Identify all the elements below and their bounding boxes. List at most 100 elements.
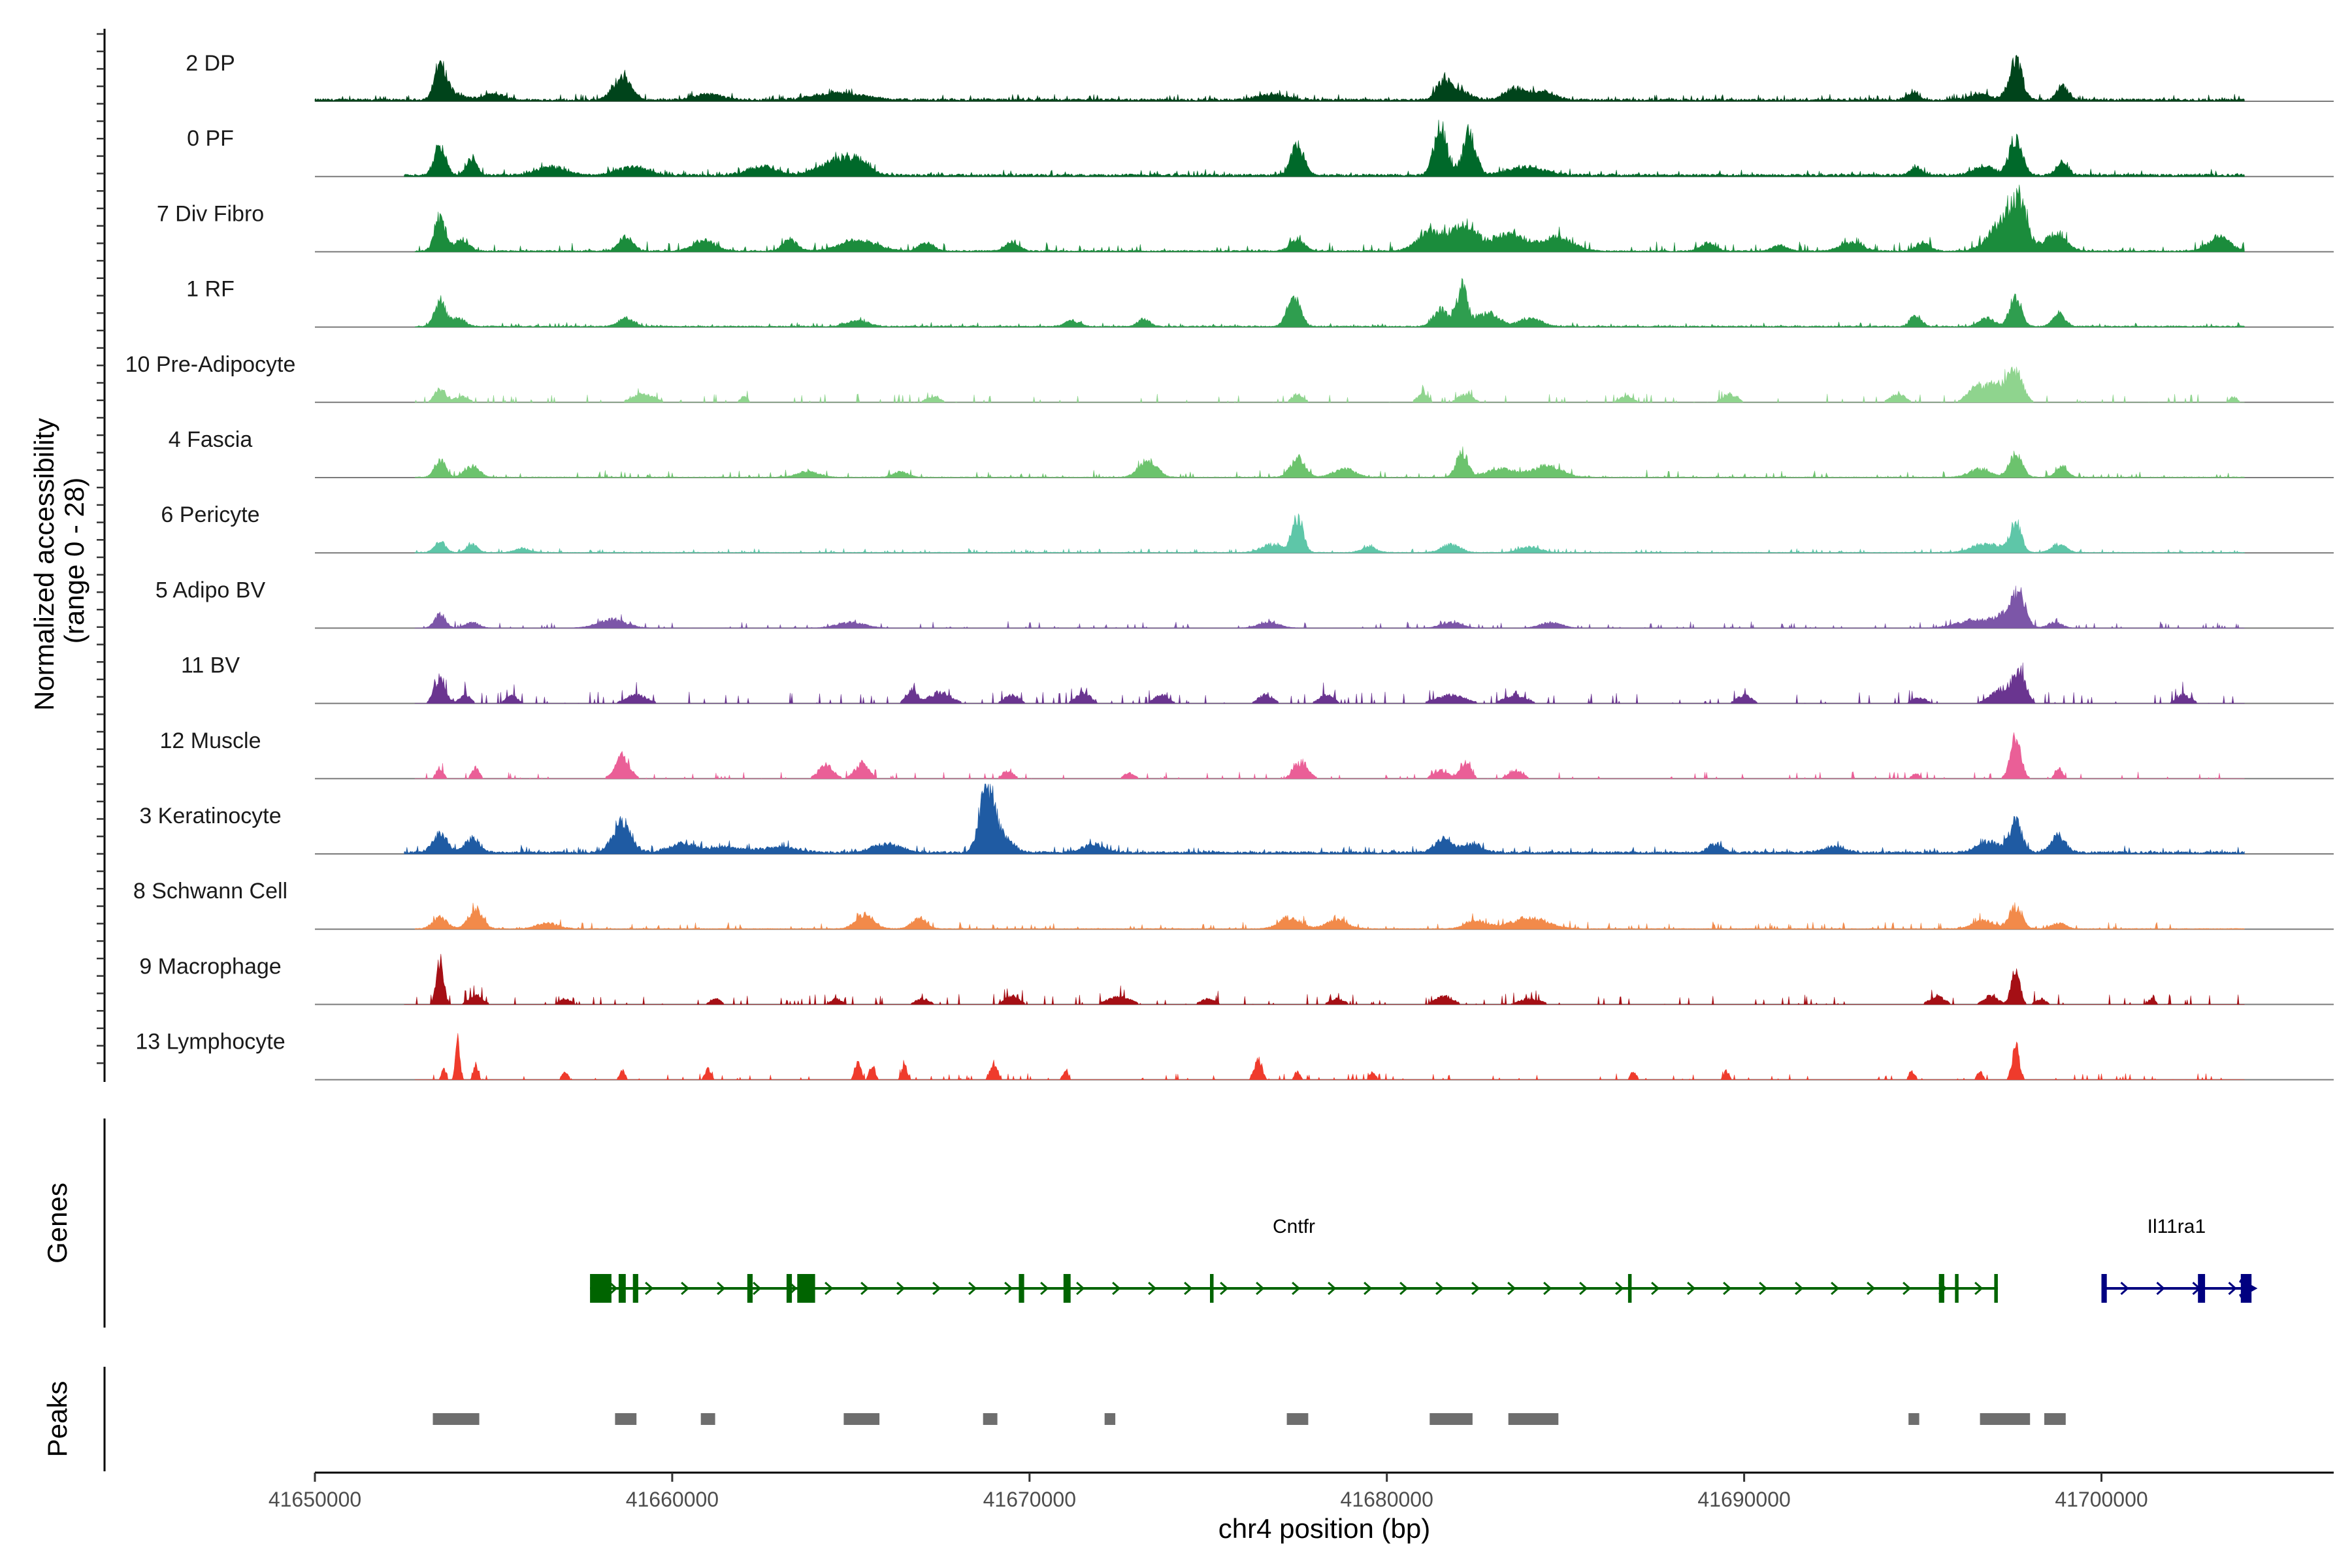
- track: 6 Pericyte: [161, 502, 2334, 554]
- strand-chevron: [1795, 1281, 1804, 1296]
- exon: [786, 1274, 792, 1303]
- gene-label: Cntfr: [1273, 1216, 1315, 1237]
- exon: [618, 1274, 626, 1303]
- coverage-area: [404, 120, 2245, 177]
- coverage-area: [414, 902, 2245, 930]
- coverage-area: [414, 513, 2245, 553]
- track: 13 Lymphocyte: [135, 1030, 2334, 1081]
- strand-chevron: [1256, 1281, 1265, 1296]
- gene-annotations: Cntfr Il11ra1: [590, 1216, 2258, 1303]
- gene-end-arrow: [2239, 1279, 2258, 1298]
- strand-chevron: [717, 1281, 726, 1296]
- strand-chevron: [896, 1281, 906, 1296]
- coverage-y-title: Normalized accessibility (range 0 - 28): [29, 410, 90, 711]
- exon: [1019, 1274, 1024, 1303]
- track: 0 PF: [187, 120, 2334, 178]
- peak-region: [1286, 1413, 1309, 1425]
- x-tick-label: 41690000: [1697, 1488, 1790, 1511]
- exon: [2101, 1274, 2107, 1303]
- strand-chevron: [1112, 1281, 1121, 1296]
- strand-chevron: [1903, 1281, 1912, 1296]
- strand-chevron: [681, 1281, 690, 1296]
- peak-region: [700, 1413, 715, 1425]
- coverage-y-title-line2: (range 0 - 28): [59, 478, 90, 644]
- strand-chevron: [1759, 1281, 1768, 1296]
- x-tick-label: 41650000: [269, 1488, 361, 1511]
- strand-chevron: [1867, 1281, 1876, 1296]
- coverage-area: [314, 55, 2245, 102]
- track-label: 1 RF: [186, 277, 235, 302]
- coverage-area: [404, 954, 2245, 1005]
- track-label: 12 Muscle: [160, 728, 261, 753]
- strand-chevron: [1364, 1281, 1373, 1296]
- strand-chevron: [1615, 1281, 1624, 1296]
- peak-region: [1508, 1413, 1559, 1425]
- peak-region: [433, 1413, 480, 1425]
- track: 3 Keratinocyte: [139, 783, 2334, 855]
- gene: Il11ra1: [2101, 1216, 2258, 1303]
- strand-chevron: [1328, 1281, 1337, 1296]
- track-label: 10 Pre-Adipocyte: [125, 352, 296, 377]
- genes-panel-label: Genes: [42, 1183, 73, 1264]
- x-axis-title: chr4 position (bp): [1218, 1513, 1431, 1544]
- strand-chevron: [1723, 1281, 1732, 1296]
- track: 1 RF: [186, 277, 2334, 328]
- strand-chevron: [1471, 1281, 1480, 1296]
- strand-chevron: [1651, 1281, 1660, 1296]
- peak-region: [843, 1413, 880, 1425]
- coverage-tracks: 2 DP 0 PF 7 Div Fibro 1 RF 10 Pre-Adipocyte 4…: [125, 51, 2334, 1081]
- x-tick-label: 41680000: [1341, 1488, 1433, 1511]
- track-label: 5 Adipo BV: [155, 578, 266, 602]
- exon: [2198, 1274, 2206, 1303]
- coverage-y-title-line1: Normalized accessibility: [29, 418, 59, 711]
- strand-chevron: [609, 1281, 618, 1296]
- strand-chevron: [932, 1281, 941, 1296]
- exon: [1627, 1274, 1632, 1303]
- exon: [1063, 1274, 1071, 1303]
- coverage-area: [414, 1033, 2245, 1080]
- strand-chevron: [2228, 1281, 2237, 1296]
- strand-chevron: [1974, 1281, 1984, 1296]
- strand-chevron: [1687, 1281, 1696, 1296]
- peak-region: [1104, 1413, 1116, 1425]
- exon: [2240, 1274, 2252, 1303]
- gene: Cntfr: [590, 1216, 1998, 1303]
- track: 5 Adipo BV: [155, 578, 2334, 629]
- track: 7 Div Fibro: [157, 184, 2334, 253]
- coverage-area: [414, 367, 2245, 403]
- x-tick-label: 41670000: [983, 1488, 1076, 1511]
- strand-chevron: [753, 1281, 762, 1296]
- track: 9 Macrophage: [139, 954, 2334, 1005]
- track-label: 7 Div Fibro: [157, 201, 264, 226]
- track-label: 0 PF: [187, 126, 234, 151]
- strand-chevron: [1543, 1281, 1552, 1296]
- exon: [590, 1274, 612, 1303]
- x-tick-label: 41660000: [626, 1488, 719, 1511]
- track: 12 Muscle: [160, 728, 2334, 779]
- peak-region: [2044, 1413, 2066, 1425]
- strand-chevron: [968, 1281, 977, 1296]
- peaks-panel-label: Peaks: [42, 1381, 73, 1458]
- peak-region: [1980, 1413, 2031, 1425]
- coverage-y-ticks: [97, 33, 105, 1064]
- exon: [632, 1274, 638, 1303]
- track-label: 2 DP: [186, 51, 235, 76]
- strand-chevron: [1220, 1281, 1229, 1296]
- strand-chevron: [1579, 1281, 1588, 1296]
- strand-chevron: [1399, 1281, 1409, 1296]
- track-label: 4 Fascia: [169, 427, 253, 452]
- track: 2 DP: [186, 51, 2334, 102]
- track-label: 11 BV: [181, 653, 240, 678]
- x-ticks: 41650000 41660000 41670000 41680000 41690000…: [269, 1473, 2148, 1511]
- strand-chevron: [1148, 1281, 1157, 1296]
- track-label: 13 Lymphocyte: [135, 1030, 285, 1054]
- strand-chevron: [1040, 1281, 1049, 1296]
- track-label: 8 Schwann Cell: [133, 879, 287, 904]
- exon: [797, 1274, 815, 1303]
- peak-regions: [433, 1413, 2066, 1425]
- exon: [1994, 1274, 1998, 1303]
- peak-region: [1908, 1413, 1919, 1425]
- x-tick-label: 41700000: [2055, 1488, 2148, 1511]
